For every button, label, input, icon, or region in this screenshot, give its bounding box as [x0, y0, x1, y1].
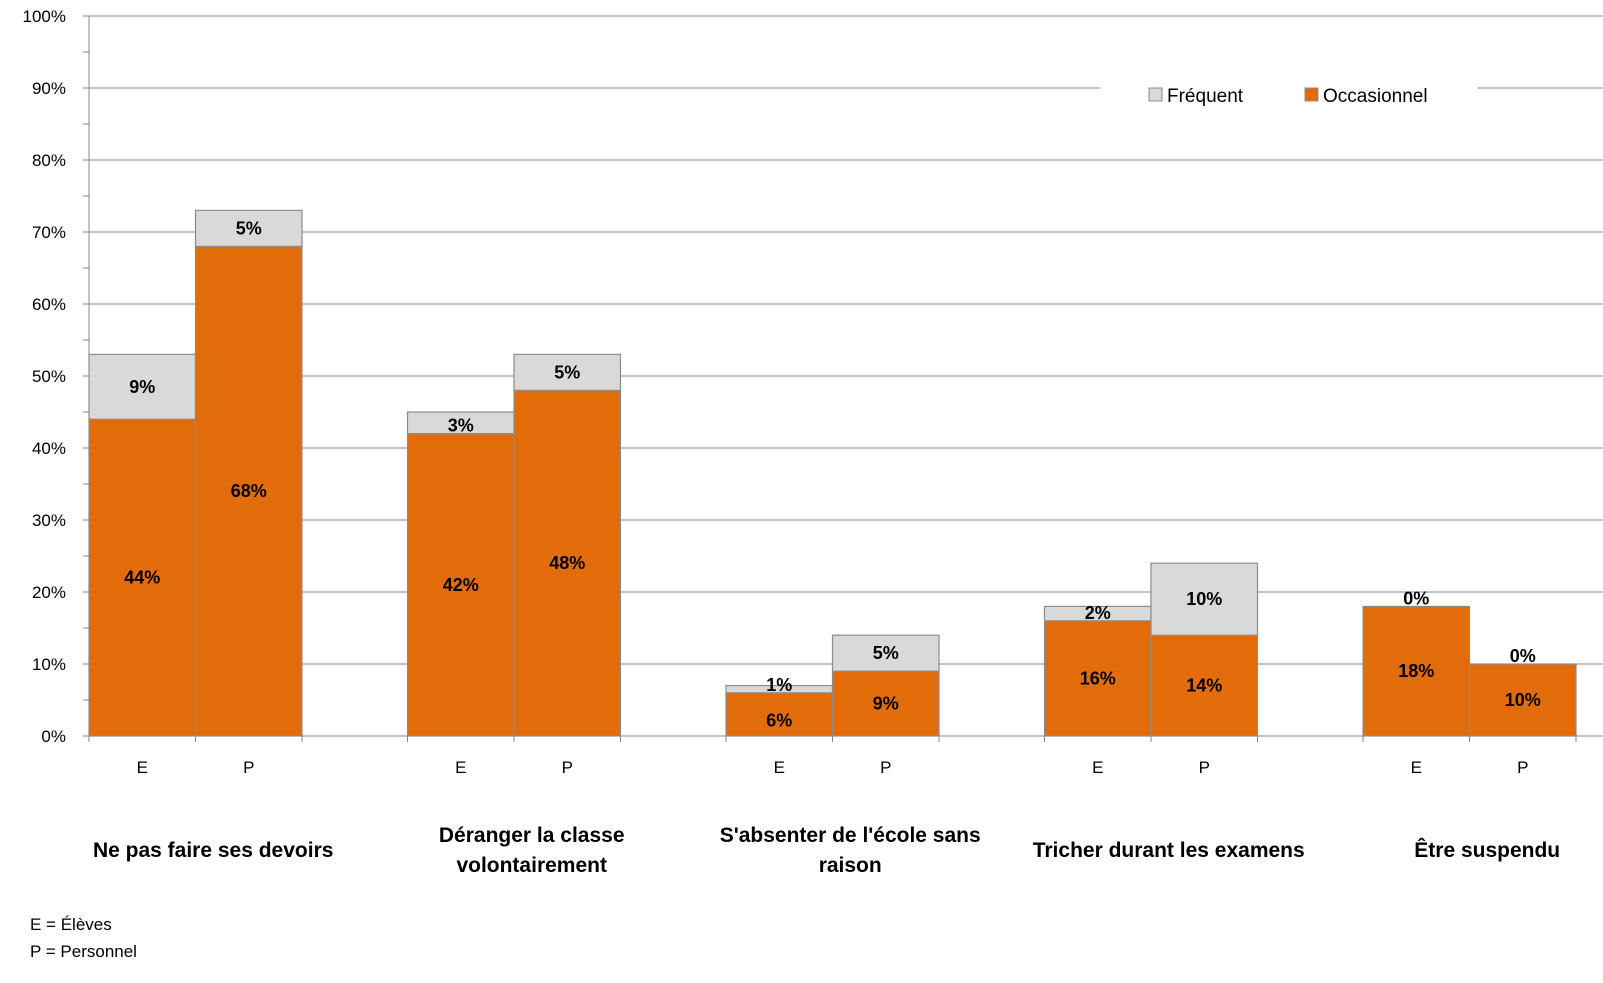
- x-tick-label: E: [137, 758, 148, 777]
- bar-occasionnel: [1043, 620, 1152, 737]
- y-tick-label: 60%: [32, 295, 66, 314]
- y-tick-label: 50%: [32, 367, 66, 386]
- legend-swatch: [1148, 87, 1163, 102]
- bar-occasionnel: [88, 418, 197, 737]
- y-tick-label: 90%: [32, 79, 66, 98]
- data-label-occasionnel: 10%: [1505, 690, 1541, 710]
- data-label-occasionnel: 14%: [1186, 676, 1222, 696]
- data-label-frequent: 10%: [1186, 589, 1222, 609]
- category-label: S'absenter de l'école sans raison: [720, 824, 981, 877]
- bar-frequent: [194, 209, 303, 247]
- footnote-e: E = Élèves: [30, 915, 112, 934]
- bar-frequent: [1150, 562, 1259, 636]
- bar-occasionnel: [1468, 663, 1577, 737]
- bar-frequent: [513, 353, 622, 391]
- bar-occasionnel: [513, 389, 622, 737]
- y-tick-label: 100%: [23, 7, 66, 26]
- x-tick-label: P: [1517, 758, 1528, 777]
- y-tick-label: 0%: [41, 727, 66, 746]
- category-label: Ne pas faire ses devoirs: [93, 839, 333, 862]
- x-tick-label: E: [774, 758, 785, 777]
- data-label-occasionnel: 18%: [1398, 661, 1434, 681]
- data-label-occasionnel: 44%: [124, 568, 160, 588]
- data-label-occasionnel: 9%: [873, 694, 899, 714]
- footnote-p: P = Personnel: [30, 942, 137, 961]
- category-label: Être suspendu: [1414, 838, 1560, 862]
- legend-swatch: [1304, 87, 1319, 102]
- data-label-frequent: 9%: [129, 377, 155, 397]
- y-tick-label: 70%: [32, 223, 66, 242]
- data-label-occasionnel: 6%: [766, 710, 792, 730]
- y-tick-label: 40%: [32, 439, 66, 458]
- category-label: Déranger la classe volontairement: [439, 824, 625, 877]
- x-tick-label: E: [1411, 758, 1422, 777]
- x-tick-label: E: [455, 758, 466, 777]
- y-tick-label: 30%: [32, 511, 66, 530]
- y-tick-label: 20%: [32, 583, 66, 602]
- data-label-frequent: 0%: [1403, 588, 1429, 608]
- legend-label: Occasionnel: [1323, 86, 1428, 107]
- x-tick-label: P: [1199, 758, 1210, 777]
- y-tick-label: 10%: [32, 655, 66, 674]
- x-tick-label: P: [880, 758, 891, 777]
- data-label-frequent: 5%: [873, 643, 899, 663]
- x-tick-label: P: [562, 758, 573, 777]
- data-label-frequent: 3%: [448, 416, 474, 436]
- data-label-occasionnel: 42%: [443, 575, 479, 595]
- bar-occasionnel: [1362, 605, 1471, 737]
- bar-occasionnel: [194, 245, 303, 737]
- bar-occasionnel: [831, 670, 940, 737]
- data-label-occasionnel: 48%: [549, 553, 585, 573]
- data-label-frequent: 1%: [766, 675, 792, 695]
- x-tick-label: P: [243, 758, 254, 777]
- legend-label: Fréquent: [1167, 86, 1244, 107]
- bar-occasionnel: [725, 692, 834, 737]
- data-label-occasionnel: 16%: [1080, 668, 1116, 688]
- y-tick-label: 80%: [32, 151, 66, 170]
- x-tick-label: E: [1092, 758, 1103, 777]
- data-label-frequent: 2%: [1085, 603, 1111, 623]
- bar-occasionnel: [406, 433, 515, 737]
- data-label-occasionnel: 68%: [231, 481, 267, 501]
- category-label: Tricher durant les examens: [1033, 839, 1305, 862]
- data-label-frequent: 5%: [236, 218, 262, 238]
- bar-frequent: [831, 634, 940, 672]
- data-label-frequent: 0%: [1510, 646, 1536, 666]
- legend-background: [1100, 74, 1478, 118]
- data-label-frequent: 5%: [554, 362, 580, 382]
- bar-occasionnel: [1150, 634, 1259, 737]
